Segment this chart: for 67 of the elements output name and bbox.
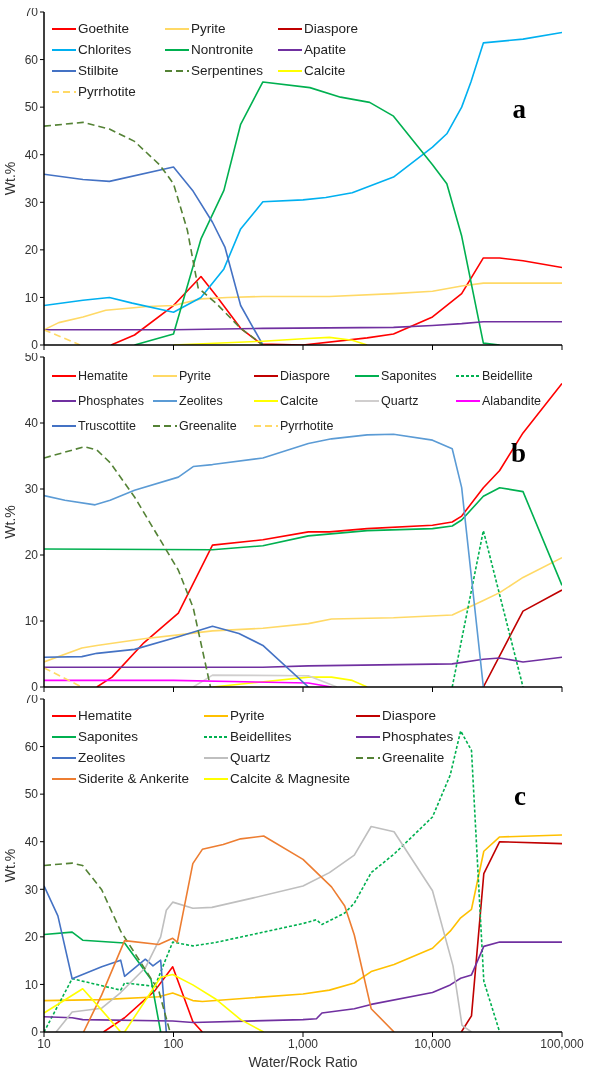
annotation: b <box>510 438 526 469</box>
y-tick-label: 10 <box>24 614 39 629</box>
legend-label: Serpentines <box>191 63 264 78</box>
legend-label: Goethite <box>78 21 130 36</box>
y-tick-label: 20 <box>24 548 39 563</box>
y-axis-title: Wt.% <box>1 161 18 196</box>
y-tick-label: 40 <box>24 416 39 431</box>
legend-label: Zeolites <box>179 393 223 408</box>
x-tick-label: 100,000 <box>540 1036 585 1051</box>
legend-label: Pyrite <box>179 368 211 383</box>
legend-label: Pyrite <box>230 708 265 723</box>
legend-label: Beidellites <box>230 729 292 744</box>
y-tick-label: 70 <box>24 692 39 707</box>
legend-label: Greenalite <box>382 750 445 765</box>
legend-label: Diaspore <box>382 708 437 723</box>
legend-label: Phosphates <box>382 729 454 744</box>
legend-label: Pyrrhotite <box>78 84 136 99</box>
legend-label: Quartz <box>230 750 271 765</box>
legend-label: Hematite <box>78 368 129 383</box>
x-tick-label: 1,000 <box>287 1036 319 1051</box>
legend-label: Zeolites <box>78 750 126 765</box>
x-tick-label: 100 <box>163 1036 184 1051</box>
y-tick-label: 0 <box>31 338 39 353</box>
y-tick-label: 30 <box>24 882 39 897</box>
legend-label: Pyrite <box>191 21 226 36</box>
legend-label: Diaspore <box>304 21 359 36</box>
y-tick-label: 40 <box>24 834 39 849</box>
legend-label: Calcite <box>280 393 319 408</box>
legend-label: Stilbite <box>78 63 119 78</box>
legend-label: Greenalite <box>179 418 237 433</box>
legend-label: Hematite <box>78 708 133 723</box>
y-tick-label: 70 <box>24 5 39 20</box>
legend-label: Calcite & Magnesite <box>230 771 351 786</box>
legend-label: Apatite <box>304 42 347 57</box>
legend-label: Calcite <box>304 63 346 78</box>
y-axis-title: Wt.% <box>1 505 18 539</box>
y-tick-label: 50 <box>24 350 39 365</box>
legend-label: Pyrrhotite <box>280 418 334 433</box>
legend-label: Beidellite <box>482 368 533 383</box>
legend-label: Nontronite <box>191 42 254 57</box>
legend-label: Saponites <box>78 729 139 744</box>
y-tick-label: 20 <box>24 243 39 258</box>
y-axis-title: Wt.% <box>1 848 18 883</box>
y-tick-label: 40 <box>24 147 39 162</box>
y-tick-label: 30 <box>24 195 39 210</box>
y-tick-label: 60 <box>24 739 39 754</box>
x-axis-title: Water/Rock Ratio <box>248 1054 358 1067</box>
y-tick-label: 0 <box>31 1025 39 1040</box>
legend-label: Siderite & Ankerite <box>78 771 190 786</box>
legend-label: Chlorites <box>78 42 132 57</box>
legend-label: Quartz <box>381 393 419 408</box>
x-tick-label: 10,000 <box>414 1036 452 1051</box>
y-tick-label: 10 <box>24 290 39 305</box>
annotation: c <box>514 780 526 812</box>
legend-label: Diaspore <box>280 368 331 383</box>
y-tick-label: 50 <box>24 100 39 115</box>
y-tick-label: 0 <box>31 680 39 695</box>
y-tick-label: 30 <box>24 482 39 497</box>
legend-label: Saponites <box>381 368 437 383</box>
legend-label: Phosphates <box>78 393 145 408</box>
y-tick-label: 60 <box>24 52 39 67</box>
legend-label: Truscottite <box>78 418 136 433</box>
y-tick-label: 10 <box>24 977 39 992</box>
y-tick-label: 50 <box>24 787 39 802</box>
y-tick-label: 20 <box>24 930 39 945</box>
legend-label: Alabandite <box>482 393 542 408</box>
annotation: a <box>512 93 526 125</box>
